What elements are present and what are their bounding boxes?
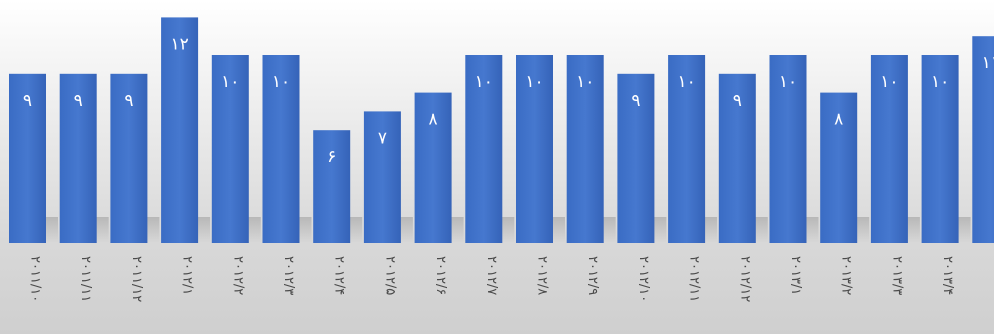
x-tick-label: ۲۰۱۲/۸ — [535, 256, 550, 295]
bar-value-label: ۱۰ — [475, 72, 493, 92]
bar — [820, 92, 858, 243]
bar — [313, 130, 351, 243]
bar — [516, 55, 553, 243]
x-tick-label: ۲۰۱۲/۶ — [433, 256, 448, 295]
bar — [414, 92, 452, 243]
x-tick-label: ۲۰۱۱/۱۲ — [129, 256, 144, 302]
bar-value-label: ۱۰ — [779, 72, 797, 92]
x-tick-label: ۲۰۱۲/۴ — [332, 256, 347, 295]
bar — [59, 73, 97, 243]
x-axis-ticks: ۲۰۱۱/۱۰ ۲۰۱۱/۱۱ ۲۰۱۱/۱۲ ۲۰۱۲/۱ ۲۰۱۲/۲ ۲۰۱۲/۳ ۲… — [28, 256, 994, 302]
bar — [363, 111, 401, 244]
bar — [566, 55, 604, 243]
bar — [769, 55, 807, 243]
bar — [617, 73, 655, 243]
bar-value-label: ۷ — [378, 128, 387, 148]
bar-value-label: ۹ — [631, 91, 640, 111]
bar — [465, 55, 503, 243]
x-tick-label: ۲۰۱۲/۱۰ — [636, 256, 651, 302]
x-tick-label: ۲۰۱۲/۳ — [281, 256, 296, 295]
x-tick-label: ۲۰۱۲/۱۱ — [687, 256, 702, 302]
bar — [161, 17, 199, 244]
bar-value-label: ۸ — [834, 110, 843, 130]
x-tick-label: ۲۰۱۳/۱ — [788, 256, 803, 295]
bar-value-label: ۶ — [327, 147, 336, 167]
bar — [718, 73, 756, 243]
bar-value-label: ۱۰ — [880, 72, 898, 92]
x-tick-label: ۲۰۱۳/۲ — [839, 256, 854, 295]
bar-value-label: ۹ — [23, 91, 32, 111]
bar-value-label: ۹ — [733, 91, 742, 111]
bar — [870, 55, 908, 243]
bars — [9, 17, 994, 244]
bar-value-label: ۱۰ — [576, 72, 594, 92]
bar-value-label: ۱۰ — [525, 72, 543, 92]
value-labels: ۹ ۹ ۹ ۱۲ ۱۰ ۱۰ ۶ ۷ ۸ ۱۰ ۱۰ ۱۰ ۹ ۱۰ ۹ ۱۰ ۸ ۱۰ ۱۰ ۱۱ — [23, 34, 994, 167]
x-tick-label: ۲۰۱۱/۱۱ — [78, 256, 93, 302]
bar-value-label: ۹ — [124, 91, 133, 111]
x-tick-label: ۲۰۱۳/۴ — [940, 256, 955, 295]
bar — [972, 36, 994, 244]
bar-value-label: ۱۰ — [221, 72, 239, 92]
bar — [921, 55, 959, 243]
bar-value-label: ۱۰ — [677, 72, 695, 92]
bar-value-label: ۱۱ — [982, 53, 994, 73]
bar-value-label: ۱۲ — [170, 34, 188, 54]
x-tick-label: ۲۰۱۲/۹ — [585, 256, 600, 295]
x-tick-label: ۲۰۱۳/۵ — [991, 256, 994, 295]
bar — [668, 55, 706, 243]
bar — [211, 55, 249, 243]
x-tick-label: ۲۰۱۳/۳ — [889, 256, 904, 295]
x-tick-label: ۲۰۱۱/۱۰ — [28, 256, 43, 302]
bar — [262, 55, 300, 243]
x-tick-label: ۲۰۱۲/۱ — [180, 256, 195, 295]
bar-value-label: ۱۰ — [931, 72, 949, 92]
bar-value-label: ۸ — [429, 110, 438, 130]
x-tick-label: ۲۰۱۲/۲ — [230, 256, 245, 295]
x-tick-label: ۲۰۱۲/۱۲ — [737, 256, 752, 302]
bar — [110, 73, 148, 243]
x-tick-label: ۲۰۱۲/۵ — [382, 256, 397, 295]
bar-value-label: ۹ — [74, 91, 83, 111]
x-tick-label: ۲۰۱۲/۷ — [484, 256, 499, 295]
bar-value-label: ۱۰ — [272, 72, 290, 92]
bar — [9, 73, 46, 243]
